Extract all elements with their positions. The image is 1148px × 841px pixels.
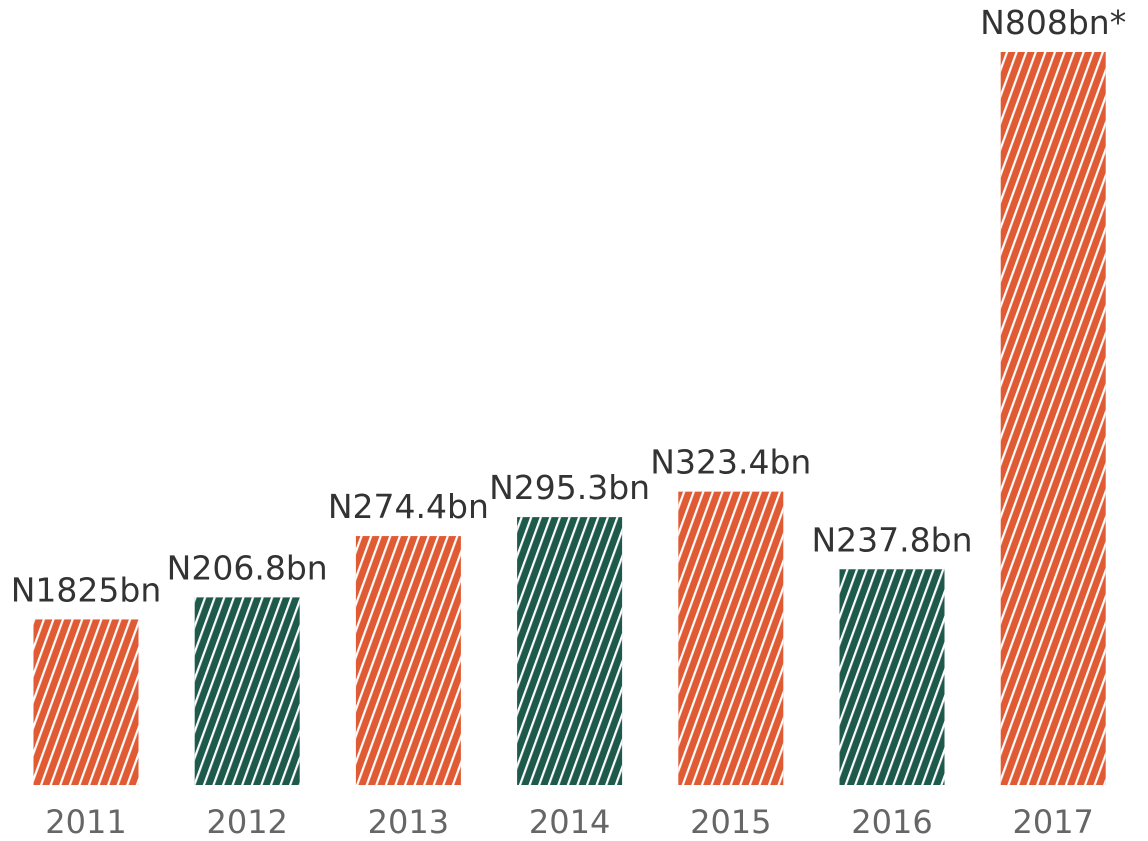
bar-hatch bbox=[355, 536, 461, 785]
value-label: N295.3bn bbox=[489, 468, 650, 507]
bar-hatch bbox=[678, 491, 784, 785]
x-tick-label: 2013 bbox=[368, 803, 449, 841]
value-label: N274.4bn bbox=[328, 487, 489, 526]
value-label: N808bn* bbox=[980, 3, 1126, 42]
value-label: N237.8bn bbox=[811, 520, 972, 559]
value-label: N323.4bn bbox=[650, 443, 811, 482]
x-tick-label: 2016 bbox=[851, 803, 932, 841]
value-label: N206.8bn bbox=[167, 548, 328, 587]
bar-hatch bbox=[33, 619, 139, 785]
bar-hatch bbox=[839, 569, 945, 785]
x-tick-label: 2014 bbox=[529, 803, 610, 841]
value-label: N1825bn bbox=[11, 570, 162, 609]
x-tick-label: 2017 bbox=[1012, 803, 1093, 841]
x-tick-label: 2011 bbox=[45, 803, 126, 841]
x-tick-label: 2012 bbox=[206, 803, 287, 841]
x-tick-label: 2015 bbox=[690, 803, 771, 841]
bar-hatch bbox=[1000, 52, 1106, 785]
bar-hatch bbox=[194, 597, 300, 785]
bar-hatch bbox=[517, 517, 623, 785]
